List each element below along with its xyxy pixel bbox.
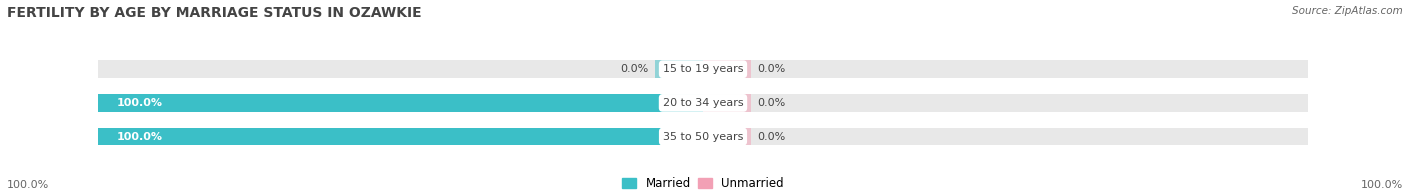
Bar xyxy=(98,128,703,145)
Text: 0.0%: 0.0% xyxy=(620,64,648,74)
Text: 20 to 34 years: 20 to 34 years xyxy=(662,98,744,108)
Bar xyxy=(98,94,703,112)
Text: 100.0%: 100.0% xyxy=(1361,180,1403,190)
Text: 35 to 50 years: 35 to 50 years xyxy=(662,132,744,142)
Text: 15 to 19 years: 15 to 19 years xyxy=(662,64,744,74)
Text: 100.0%: 100.0% xyxy=(7,180,49,190)
Legend: Married, Unmarried: Married, Unmarried xyxy=(621,177,785,190)
Text: 0.0%: 0.0% xyxy=(758,98,786,108)
Bar xyxy=(655,60,703,78)
Text: 0.0%: 0.0% xyxy=(758,132,786,142)
Text: FERTILITY BY AGE BY MARRIAGE STATUS IN OZAWKIE: FERTILITY BY AGE BY MARRIAGE STATUS IN O… xyxy=(7,6,422,20)
Text: 0.0%: 0.0% xyxy=(758,64,786,74)
Bar xyxy=(703,60,751,78)
Text: 100.0%: 100.0% xyxy=(117,132,163,142)
Bar xyxy=(98,94,1308,112)
Bar xyxy=(98,128,1308,145)
Bar xyxy=(98,60,1308,78)
Text: Source: ZipAtlas.com: Source: ZipAtlas.com xyxy=(1292,6,1403,16)
Text: 100.0%: 100.0% xyxy=(117,98,163,108)
Bar xyxy=(703,94,751,112)
Bar xyxy=(703,128,751,145)
